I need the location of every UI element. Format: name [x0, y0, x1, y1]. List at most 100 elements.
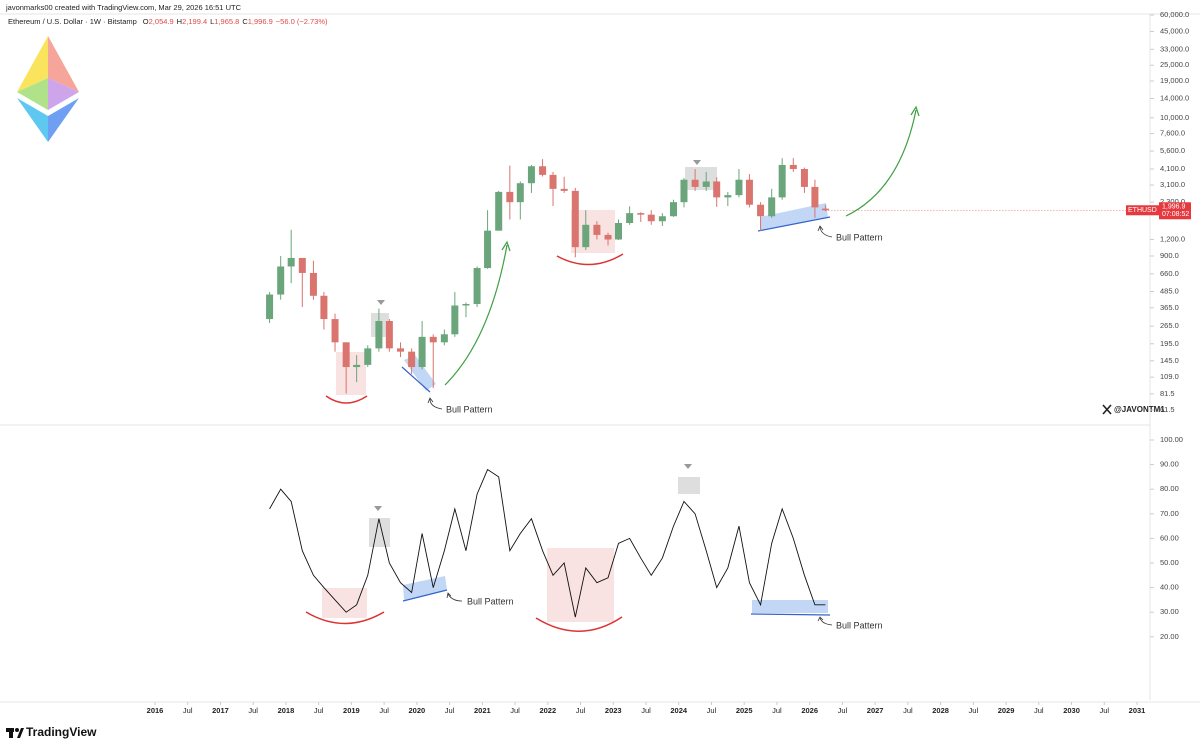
candle-body	[320, 295, 328, 320]
price-tag-bg	[1159, 202, 1191, 220]
osc-highlights	[305, 464, 833, 632]
candle-body	[713, 181, 721, 198]
annotation: Bull Pattern	[446, 404, 493, 414]
candle-body	[331, 319, 339, 343]
y-tick-label: 30.00	[1160, 607, 1179, 616]
y-tick-label: 60.00	[1160, 533, 1179, 542]
x-tick-label: 2026	[801, 706, 818, 715]
candle-body	[789, 164, 797, 169]
ohlc-prefix: L	[210, 17, 214, 26]
x-watermark: @JAVONTM1	[1102, 404, 1165, 415]
candle-body	[680, 179, 688, 203]
candle-body	[702, 181, 710, 187]
y-tick-label: 2,300.0	[1160, 197, 1185, 206]
y-tick-label: 660.0	[1160, 269, 1179, 278]
x-tick-label: 2028	[932, 706, 949, 715]
annotation: Bull Pattern	[836, 232, 883, 242]
candle-body	[408, 351, 416, 368]
y-tick-label: 4,100.0	[1160, 164, 1185, 173]
y-tick-label: 195.0	[1160, 339, 1179, 348]
x-tick-label: 2030	[1063, 706, 1080, 715]
y-tick-label: 90.00	[1160, 460, 1179, 469]
candle-body	[724, 195, 732, 198]
y-tick-label: 60,000.0	[1160, 10, 1189, 19]
x-tick-label: 2029	[998, 706, 1015, 715]
y-tick-label: 365.0	[1160, 303, 1179, 312]
watermark: @JAVONTM1	[1114, 405, 1165, 414]
x-tick-label: Jul	[903, 706, 913, 715]
candle-body	[593, 224, 601, 235]
x-tick-label: Jul	[838, 706, 848, 715]
x-tick-label: Jul	[379, 706, 389, 715]
candle-body	[615, 222, 623, 240]
annotation: Bull Pattern	[467, 596, 514, 606]
x-tick-label: Jul	[707, 706, 717, 715]
x-tick-label: 2018	[278, 706, 295, 715]
x-tick-label: Jul	[772, 706, 782, 715]
symbol-tag-bg	[1126, 205, 1159, 216]
candle-body	[473, 268, 481, 304]
candle-body	[298, 257, 306, 273]
ohlc-value: 2,199.4	[182, 17, 207, 26]
x-tick-label: 2019	[343, 706, 360, 715]
candle-body	[440, 334, 448, 343]
candle-body	[527, 166, 535, 184]
y-tick-label: 70.00	[1160, 509, 1179, 518]
y-tick-label: 45,000.0	[1160, 26, 1189, 35]
y-tick-label: 80.00	[1160, 484, 1179, 493]
x-tick-label: 2021	[474, 706, 491, 715]
candle-body	[462, 303, 470, 306]
brand-logo: TradingView	[6, 725, 97, 739]
credit: javonmarks00 created with TradingView.co…	[5, 3, 242, 12]
candle-body	[266, 294, 274, 320]
candle-body	[778, 164, 786, 198]
candle-body	[342, 342, 350, 368]
candle-body	[637, 213, 645, 215]
symbol-text: Ethereum / U.S. Dollar · 1W · Bitstamp	[8, 17, 137, 26]
y-tick-label: 265.0	[1160, 321, 1179, 330]
y-tick-label: 61.5	[1160, 405, 1175, 414]
x-tick-label: 2025	[736, 706, 753, 715]
candle-body	[691, 179, 699, 187]
candle-body	[821, 208, 829, 211]
candle-body	[277, 266, 285, 295]
candle-body	[669, 202, 677, 217]
y-tick-label: 485.0	[1160, 286, 1179, 295]
symbol-tag: ETHUSD	[1128, 207, 1157, 214]
x-tick-label: 2024	[670, 706, 688, 715]
x-tick-label: Jul	[1034, 706, 1044, 715]
x-tick-label: Jul	[969, 706, 979, 715]
y-tick-label: 14,000.0	[1160, 93, 1189, 102]
ohlc-value: 2,054.9	[149, 17, 174, 26]
candle-body	[385, 321, 393, 349]
y-tick-label: 5,600.0	[1160, 146, 1185, 155]
y-tick-label: 145.0	[1160, 356, 1179, 365]
symbol-info: Ethereum / U.S. Dollar · 1W · Bitstamp O2…	[8, 17, 328, 26]
countdown-tag: 07:08:52	[1162, 211, 1189, 218]
y-tick-label: 25,000.0	[1160, 60, 1189, 69]
candle-body	[353, 364, 361, 368]
y-tick-label: 50.00	[1160, 558, 1179, 567]
y-tick-label: 7,600.0	[1160, 129, 1185, 138]
x-tick-label: 2027	[867, 706, 884, 715]
x-tick-label: Jul	[510, 706, 520, 715]
ohlc-value: 1,996.9	[248, 17, 273, 26]
eth-logo	[17, 36, 79, 142]
candle-body	[429, 336, 437, 343]
candle-body	[539, 166, 547, 175]
candle-body	[506, 191, 514, 203]
candle-body	[745, 179, 753, 205]
ohlc-prefix: C	[242, 17, 248, 26]
candle-body	[516, 183, 524, 203]
x-tick-label: Jul	[576, 706, 586, 715]
x-tick-label: Jul	[314, 706, 324, 715]
price-tag: 1,996.9	[1162, 204, 1185, 211]
ohlc-prefix: H	[177, 17, 182, 26]
candle-body	[549, 174, 557, 189]
candle-body	[626, 213, 634, 223]
candle-body	[495, 191, 503, 231]
ohlc-prefix: O	[143, 17, 149, 26]
annotation: Bull Pattern	[836, 620, 883, 630]
